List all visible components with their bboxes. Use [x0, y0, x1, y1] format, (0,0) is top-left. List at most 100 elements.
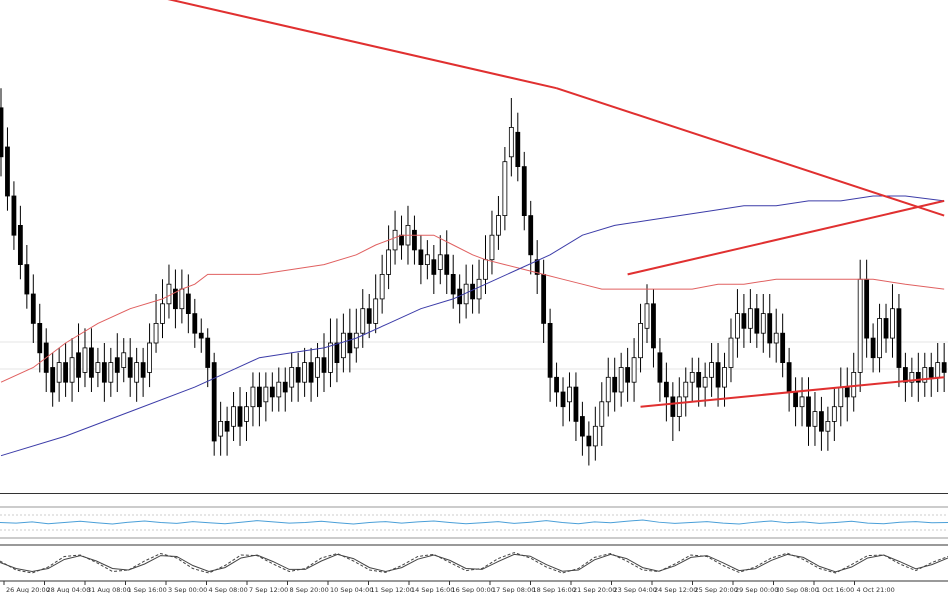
candle-body: [140, 362, 146, 378]
candle-106: [683, 367, 689, 417]
candle-body: [799, 396, 805, 408]
candle-45: [289, 352, 295, 402]
oscillator-2-line-0: [0, 552, 948, 574]
candle-body: [496, 215, 501, 236]
candle-13: [82, 328, 88, 388]
x-tick-label-5: 4 Sep 08:00: [209, 586, 248, 593]
candle-124: [799, 377, 805, 427]
candle-125: [806, 377, 811, 446]
x-tick-label-8: 10 Sep 04:00: [330, 586, 373, 593]
candle-body: [728, 337, 734, 368]
candle-114: [735, 289, 740, 358]
candle-120: [773, 308, 779, 363]
candle-136: [877, 303, 882, 373]
candle-36: [231, 392, 236, 441]
candle-59: [379, 254, 385, 314]
candle-body: [515, 131, 521, 168]
candle-99: [638, 303, 643, 373]
candle-body: [121, 352, 127, 368]
candle-body: [82, 347, 88, 373]
candles: [0, 88, 947, 466]
candle-108: [696, 357, 702, 407]
candle-6: [37, 303, 43, 373]
candle-100: [644, 284, 650, 343]
candle-body: [586, 435, 592, 447]
candle-65: [418, 235, 424, 285]
candle-body: [599, 401, 605, 427]
candle-51: [328, 318, 333, 388]
candle-21: [134, 347, 140, 402]
candle-body: [612, 376, 618, 393]
x-tick-label-1: 28 Aug 04:00: [47, 586, 91, 593]
x-tick-label-10: 14 Sep 16:00: [411, 586, 454, 593]
candle-18: [114, 333, 120, 392]
x-tick-label-3: 1 Sep 16:00: [128, 586, 167, 593]
candle-46: [295, 352, 301, 402]
candle-142: [915, 352, 921, 402]
candle-94: [605, 357, 611, 417]
candle-body: [76, 352, 81, 378]
candle-body: [793, 391, 798, 408]
candle-60: [386, 225, 392, 290]
candle-143: [922, 352, 928, 397]
candle-body: [244, 406, 249, 422]
candle-body: [735, 313, 740, 339]
candle-81: [521, 151, 527, 231]
candle-body: [928, 367, 934, 378]
candle-body: [896, 308, 902, 368]
candle-47: [302, 347, 308, 397]
candle-68: [437, 235, 443, 285]
candle-39: [250, 372, 256, 427]
candle-67: [431, 245, 437, 294]
candle-body: [831, 406, 837, 422]
candle-116: [747, 289, 753, 343]
candle-86: [554, 362, 559, 407]
candle-body: [670, 396, 676, 417]
candle-body: [50, 367, 56, 393]
candle-body: [547, 322, 553, 378]
candle-body: [502, 161, 508, 216]
candle-body: [819, 411, 824, 432]
candle-body: [147, 342, 152, 373]
candle-body: [399, 234, 404, 246]
candle-66: [424, 240, 430, 280]
candle-90: [580, 401, 585, 456]
candle-body: [625, 367, 631, 383]
candle-50: [321, 333, 327, 392]
candle-body: [657, 352, 663, 383]
candle-32: [205, 328, 211, 388]
candle-93: [599, 382, 605, 446]
candle-body: [767, 313, 773, 344]
x-tick-label-13: 18 Sep 16:00: [533, 586, 576, 593]
candle-127: [819, 396, 824, 451]
candle-38: [244, 392, 249, 441]
candle-9: [56, 347, 62, 402]
candle-body: [30, 293, 36, 324]
candle-128: [825, 406, 831, 451]
candle-3: [17, 205, 23, 280]
candle-body: [263, 386, 269, 403]
candle-body: [153, 322, 159, 344]
candle-body: [709, 362, 714, 378]
candle-body: [754, 308, 760, 334]
candle-body: [5, 146, 10, 197]
candle-10: [63, 343, 68, 397]
candle-body: [741, 313, 747, 329]
candle-body: [347, 332, 353, 354]
candle-97: [625, 347, 631, 402]
candle-144: [928, 352, 934, 397]
candle-body: [160, 303, 165, 324]
x-tick-label-17: 25 Sep 20:00: [695, 586, 738, 593]
candle-126: [812, 392, 818, 446]
candle-70: [450, 254, 456, 309]
candle-14: [89, 328, 94, 392]
candle-body: [95, 362, 101, 373]
candle-body: [470, 283, 475, 300]
candle-73: [470, 264, 475, 314]
candle-body: [0, 107, 4, 158]
oscillator-1-line-0: [0, 519, 948, 525]
candle-body: [334, 342, 340, 364]
candle-77: [496, 196, 501, 250]
candle-body: [89, 347, 94, 378]
